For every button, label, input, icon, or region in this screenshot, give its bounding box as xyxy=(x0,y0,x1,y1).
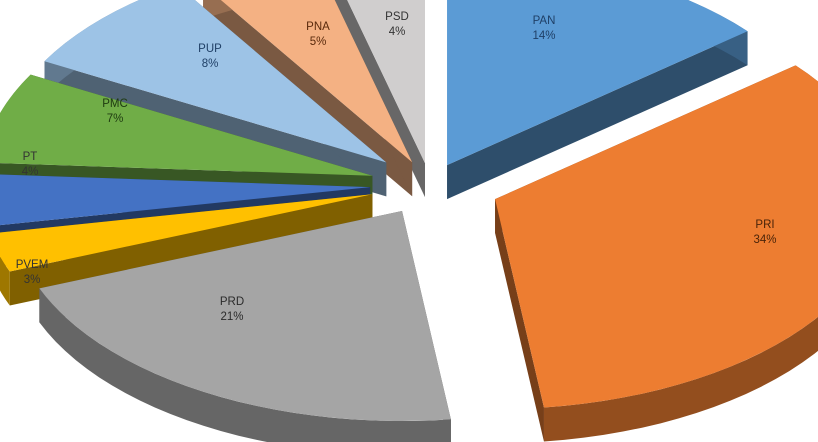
pie-slice-psd xyxy=(347,0,425,164)
slice-percent-pt: 4% xyxy=(22,166,39,178)
slice-label-pri: PRI xyxy=(755,219,774,231)
pie-slice-pup xyxy=(44,0,387,163)
slice-rim xyxy=(0,256,10,306)
slice-percent-pri: 34% xyxy=(753,234,776,246)
pie-slice-pri xyxy=(495,65,818,408)
slice-label-psd: PSD xyxy=(385,11,409,23)
slice-label-pmc: PMC xyxy=(102,98,128,110)
pie-slice-prd xyxy=(39,211,451,422)
slice-percent-pan: 14% xyxy=(532,30,555,42)
slice-side-wall xyxy=(495,199,544,442)
pie-slice-pmc xyxy=(0,74,373,176)
slice-percent-pmc: 7% xyxy=(107,113,124,125)
slice-percent-prd: 21% xyxy=(220,311,243,323)
slice-label-pup: PUP xyxy=(198,43,222,55)
slice-label-pvem: PVEM xyxy=(16,259,49,271)
pie-slice-pna xyxy=(220,0,413,163)
slice-label-layer: PAN 14% PRI 34% PRD 21% PVEM 3% PT 4% PMC 7% PUP 8% PN… xyxy=(16,11,777,323)
slice-label-pna: PNA xyxy=(306,21,330,33)
pie-slice-pvem xyxy=(0,194,373,272)
pie-slice-pan xyxy=(447,0,748,166)
slice-side-wall xyxy=(447,31,748,200)
slice-percent-pna: 5% xyxy=(310,36,327,48)
slice-rim xyxy=(39,288,451,442)
slice-label-pt: PT xyxy=(23,151,38,163)
slice-percent-psd: 4% xyxy=(389,26,406,38)
slice-top-layer xyxy=(0,0,818,422)
pie-slice-pt xyxy=(0,174,371,226)
slice-label-prd: PRD xyxy=(220,296,244,308)
slice-percent-pup: 8% xyxy=(202,58,219,70)
slice-percent-pvem: 3% xyxy=(24,274,41,286)
slice-rim xyxy=(203,0,274,19)
slice-label-pan: PAN xyxy=(533,15,556,27)
